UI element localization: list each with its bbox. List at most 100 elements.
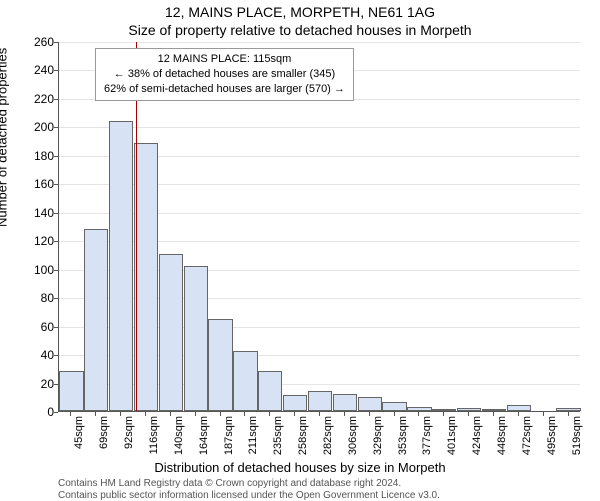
y-tick-mark — [54, 99, 58, 100]
x-tick-mark — [120, 412, 121, 416]
x-tick-label: 235sqm — [272, 416, 284, 466]
histogram-bar — [59, 371, 83, 411]
x-tick-mark — [418, 412, 419, 416]
y-tick-label: 260 — [14, 35, 54, 49]
histogram-bar — [507, 405, 531, 411]
x-tick-mark — [518, 412, 519, 416]
x-tick-label: 377sqm — [421, 416, 433, 466]
y-tick-label: 160 — [14, 177, 54, 191]
y-tick-mark — [54, 327, 58, 328]
histogram-bar — [333, 394, 357, 411]
histogram-bar — [407, 407, 431, 411]
histogram-bar — [482, 409, 506, 411]
y-tick-label: 100 — [14, 263, 54, 277]
x-tick-mark — [319, 412, 320, 416]
x-tick-label: 306sqm — [347, 416, 359, 466]
y-tick-mark — [54, 270, 58, 271]
x-tick-label: 69sqm — [98, 416, 110, 466]
footer-line-2: Contains public sector information licen… — [58, 490, 440, 501]
x-tick-label: 495sqm — [546, 416, 558, 466]
x-tick-label: 472sqm — [521, 416, 533, 466]
histogram-bar — [134, 143, 158, 411]
annotation-line-1: 12 MAINS PLACE: 115sqm — [104, 52, 345, 67]
histogram-bar — [109, 121, 133, 411]
y-tick-mark — [54, 70, 58, 71]
x-tick-label: 92sqm — [123, 416, 135, 466]
y-tick-mark — [54, 298, 58, 299]
histogram-bar — [358, 397, 382, 411]
histogram-bar — [382, 402, 406, 411]
x-tick-label: 164sqm — [198, 416, 210, 466]
x-tick-mark — [443, 412, 444, 416]
x-tick-label: 424sqm — [471, 416, 483, 466]
x-tick-label: 519sqm — [571, 416, 583, 466]
chart-title-main: 12, MAINS PLACE, MORPETH, NE61 1AG — [0, 4, 600, 20]
y-tick-mark — [54, 241, 58, 242]
annotation-line-3: 62% of semi-detached houses are larger (… — [104, 82, 345, 97]
x-tick-mark — [70, 412, 71, 416]
x-tick-mark — [269, 412, 270, 416]
histogram-bar — [308, 391, 332, 411]
x-tick-mark — [543, 412, 544, 416]
y-tick-label: 180 — [14, 149, 54, 163]
x-tick-label: 401sqm — [446, 416, 458, 466]
y-tick-label: 80 — [14, 291, 54, 305]
y-tick-label: 200 — [14, 120, 54, 134]
x-tick-mark — [568, 412, 569, 416]
x-tick-mark — [468, 412, 469, 416]
y-tick-label: 120 — [14, 234, 54, 248]
x-tick-label: 211sqm — [247, 416, 259, 466]
footer-line-1: Contains HM Land Registry data © Crown c… — [58, 478, 401, 489]
x-tick-mark — [170, 412, 171, 416]
x-tick-mark — [195, 412, 196, 416]
x-tick-label: 448sqm — [496, 416, 508, 466]
y-tick-mark — [54, 127, 58, 128]
histogram-bar — [184, 266, 208, 411]
x-tick-label: 258sqm — [297, 416, 309, 466]
y-axis-title: Number of detached properties — [0, 48, 10, 227]
histogram-bar — [208, 319, 232, 412]
y-tick-mark — [54, 156, 58, 157]
histogram-bar — [283, 395, 307, 411]
x-tick-mark — [145, 412, 146, 416]
y-tick-label: 240 — [14, 63, 54, 77]
y-tick-label: 20 — [14, 377, 54, 391]
chart-title-sub: Size of property relative to detached ho… — [0, 22, 600, 38]
histogram-bar — [258, 371, 282, 411]
y-tick-label: 220 — [14, 92, 54, 106]
x-tick-label: 282sqm — [322, 416, 334, 466]
x-tick-label: 329sqm — [372, 416, 384, 466]
x-tick-mark — [95, 412, 96, 416]
histogram-bar — [84, 229, 108, 411]
x-tick-label: 187sqm — [223, 416, 235, 466]
histogram-bar — [159, 254, 183, 411]
x-tick-label: 116sqm — [148, 416, 160, 466]
y-tick-label: 140 — [14, 206, 54, 220]
y-tick-mark — [54, 355, 58, 356]
y-tick-mark — [54, 213, 58, 214]
x-tick-mark — [493, 412, 494, 416]
y-tick-mark — [54, 184, 58, 185]
histogram-bar — [233, 351, 257, 411]
y-tick-mark — [54, 42, 58, 43]
chart-container: 12, MAINS PLACE, MORPETH, NE61 1AG Size … — [0, 0, 600, 500]
annotation-line-2: ← 38% of detached houses are smaller (34… — [104, 67, 345, 82]
x-tick-mark — [394, 412, 395, 416]
y-tick-label: 60 — [14, 320, 54, 334]
y-tick-label: 40 — [14, 348, 54, 362]
x-tick-label: 353sqm — [397, 416, 409, 466]
histogram-bar — [457, 408, 481, 411]
x-tick-label: 45sqm — [73, 416, 85, 466]
y-tick-mark — [54, 384, 58, 385]
histogram-bar — [556, 408, 580, 411]
x-tick-label: 140sqm — [173, 416, 185, 466]
y-tick-mark — [54, 412, 58, 413]
x-tick-mark — [244, 412, 245, 416]
x-tick-mark — [344, 412, 345, 416]
annotation-box: 12 MAINS PLACE: 115sqm ← 38% of detached… — [95, 48, 354, 101]
y-tick-label: 0 — [14, 405, 54, 419]
histogram-bar — [432, 409, 456, 411]
x-tick-mark — [369, 412, 370, 416]
x-tick-mark — [220, 412, 221, 416]
x-tick-mark — [294, 412, 295, 416]
